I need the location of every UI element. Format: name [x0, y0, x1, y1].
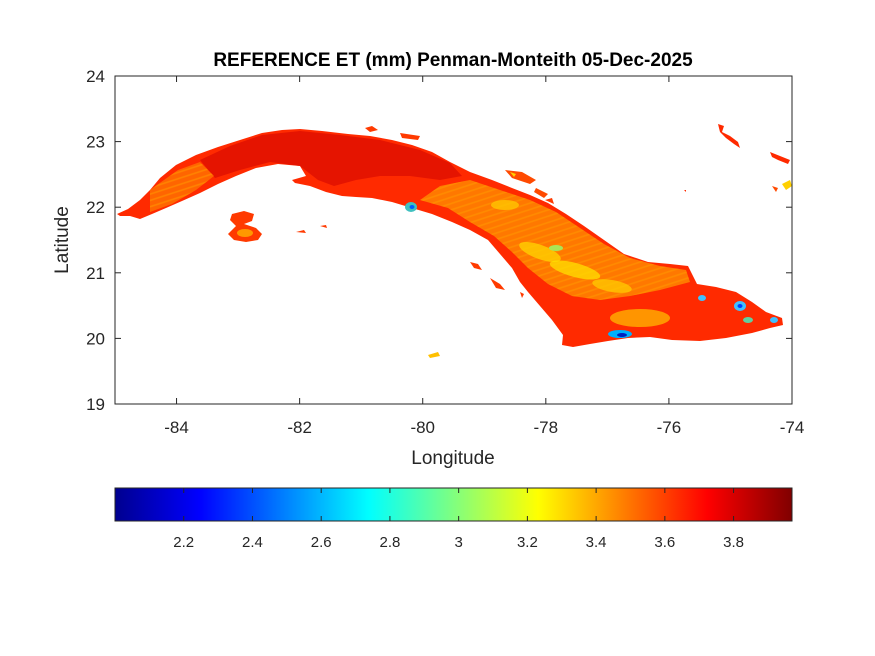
x-tick-label: -84	[164, 418, 189, 437]
colorbar	[114, 487, 793, 522]
map-plot-area	[115, 76, 792, 404]
y-tick-label: 22	[86, 198, 105, 217]
colorbar-tick-label: 3	[454, 534, 462, 551]
isla-de-la-juventud	[228, 211, 262, 242]
y-axis-label: Latitude	[52, 206, 73, 274]
x-axis: -84 -82 -80 -78 -76 -74	[164, 76, 804, 437]
colorbar-tick-label: 2.6	[311, 534, 332, 551]
y-tick-label: 23	[86, 133, 105, 152]
colorbar-tick-label: 3.6	[654, 534, 675, 551]
map-axes-box	[114, 75, 793, 405]
x-tick-label: -76	[657, 418, 682, 437]
y-tick-label: 24	[86, 67, 105, 86]
colorbar-tick-label: 2.8	[379, 534, 400, 551]
y-tick-label: 21	[86, 264, 105, 283]
y-tick-label: 19	[86, 395, 105, 414]
x-tick-label: -74	[780, 418, 805, 437]
map-title: REFERENCE ET (mm) Penman-Monteith 05-Dec…	[213, 50, 693, 71]
colorbar-ticks: 2.2 2.4 2.6 2.8 3 3.2 3.4 3.6 3.8	[173, 488, 744, 551]
y-tick-label: 20	[86, 329, 105, 348]
x-tick-label: -82	[287, 418, 312, 437]
colorbar-tick-label: 3.4	[586, 534, 607, 551]
colorbar-tick-label: 2.2	[173, 534, 194, 551]
x-axis-label: Longitude	[411, 448, 494, 469]
colorbar-tick-label: 2.4	[242, 534, 263, 551]
x-tick-label: -80	[410, 418, 435, 437]
y-axis: 19 20 21 22 23 24	[86, 67, 792, 414]
colorbar-tick-label: 3.2	[517, 534, 538, 551]
x-tick-label: -78	[534, 418, 559, 437]
colorbar-tick-label: 3.8	[723, 534, 744, 551]
